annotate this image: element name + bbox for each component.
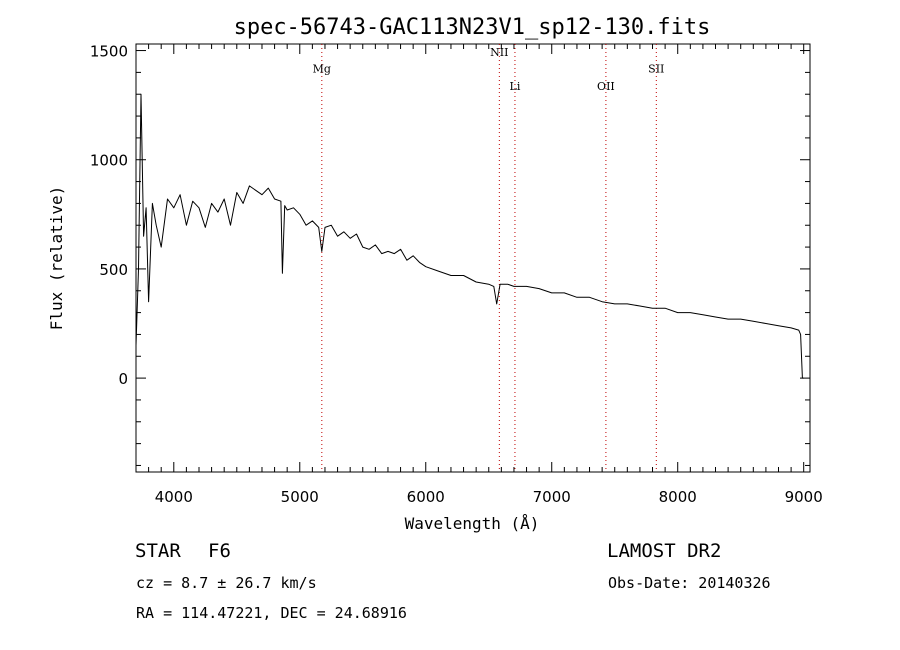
object-subclass: F6 <box>208 540 231 562</box>
y-tick-label: 1000 <box>90 152 128 170</box>
line-marker-label-3: OII <box>597 80 615 93</box>
axis-ticks: 4000 5000 6000 7000 8000 9000 0 500 1000 1500 <box>90 43 823 506</box>
annotation-layer: Mg NII Li OII SII <box>313 44 664 472</box>
x-tick-label: 7000 <box>533 488 571 506</box>
object-class: STAR <box>135 540 181 562</box>
x-tick-label: 8000 <box>659 488 697 506</box>
y-tick-label: 500 <box>99 261 128 279</box>
redshift-line: cz = 8.7 ± 26.7 km/s <box>136 574 317 592</box>
coordinates-line: RA = 114.47221, DEC = 24.68916 <box>136 604 407 622</box>
line-marker-label-0: Mg <box>313 62 331 75</box>
chart-title: spec-56743-GAC113N23V1_sp12-130.fits <box>234 15 711 40</box>
line-marker-label-4: SII <box>648 62 664 75</box>
spectrum-series-0 <box>135 93 804 379</box>
x-tick-label: 9000 <box>785 488 823 506</box>
line-marker-label-1: NII <box>490 46 508 59</box>
y-axis-label: Flux (relative) <box>47 186 66 331</box>
observation-date: Obs-Date: 20140326 <box>608 574 771 592</box>
y-tick-label: 0 <box>118 370 128 388</box>
y-tick-label: 1500 <box>90 43 128 61</box>
x-tick-label: 6000 <box>407 488 445 506</box>
line-marker-label-2: Li <box>510 80 521 93</box>
survey-name: LAMOST DR2 <box>607 540 722 562</box>
x-axis-label: Wavelength (Å) <box>405 514 540 533</box>
plot-frame <box>135 43 811 473</box>
series-layer <box>135 93 804 379</box>
x-tick-label: 4000 <box>155 488 193 506</box>
x-tick-label: 5000 <box>281 488 319 506</box>
